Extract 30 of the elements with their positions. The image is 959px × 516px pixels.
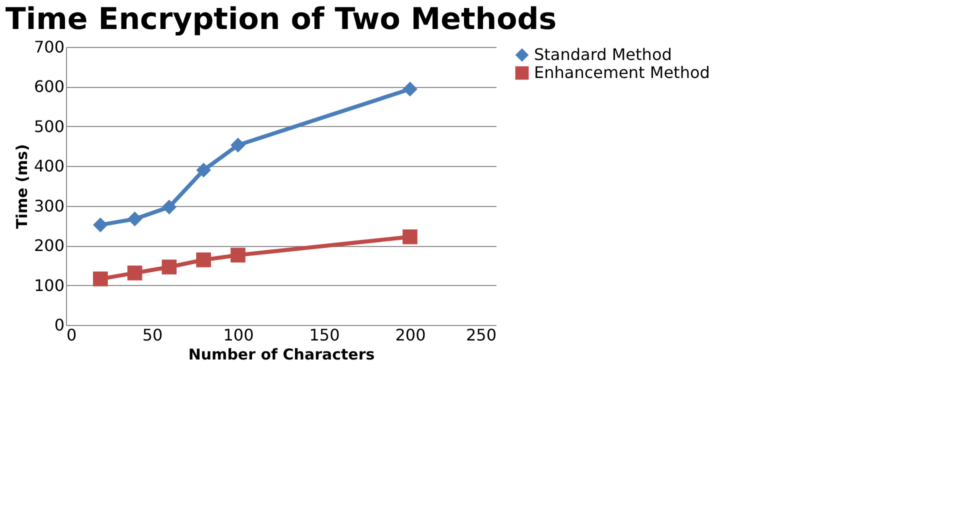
y-axis-title: Time (ms) bbox=[12, 144, 31, 229]
legend-label: Enhancement Method bbox=[534, 63, 710, 82]
point bbox=[92, 272, 108, 286]
y-tick-label: 100 bbox=[34, 276, 64, 295]
y-tick-label: 400 bbox=[34, 156, 64, 176]
point bbox=[230, 138, 246, 153]
point bbox=[127, 212, 142, 226]
y-tick-label: 600 bbox=[34, 77, 64, 96]
point bbox=[230, 248, 246, 263]
x-tick-label: 100 bbox=[223, 326, 254, 344]
y-tick-label: 300 bbox=[34, 196, 64, 216]
point bbox=[127, 266, 142, 280]
point bbox=[402, 82, 418, 97]
x-tick-label: 150 bbox=[309, 326, 340, 344]
x-tick-label: 200 bbox=[395, 326, 426, 344]
legend-label: Standard Method bbox=[534, 45, 672, 64]
x-axis-title: Number of Characters bbox=[188, 346, 375, 364]
y-tick-label: 700 bbox=[34, 38, 64, 56]
point bbox=[402, 229, 418, 244]
point bbox=[162, 260, 177, 274]
y-tick-label: 200 bbox=[34, 236, 64, 256]
x-tick-label: 50 bbox=[142, 326, 163, 344]
point bbox=[196, 162, 212, 178]
y-tick-label: 500 bbox=[34, 116, 64, 136]
x-tick-label: 0 bbox=[66, 326, 77, 344]
x-tick-label: 250 bbox=[466, 326, 496, 344]
point bbox=[196, 252, 212, 268]
point bbox=[92, 218, 108, 232]
chart-title: Time Encryption of Two Methods bbox=[5, 2, 557, 37]
point bbox=[162, 200, 177, 214]
